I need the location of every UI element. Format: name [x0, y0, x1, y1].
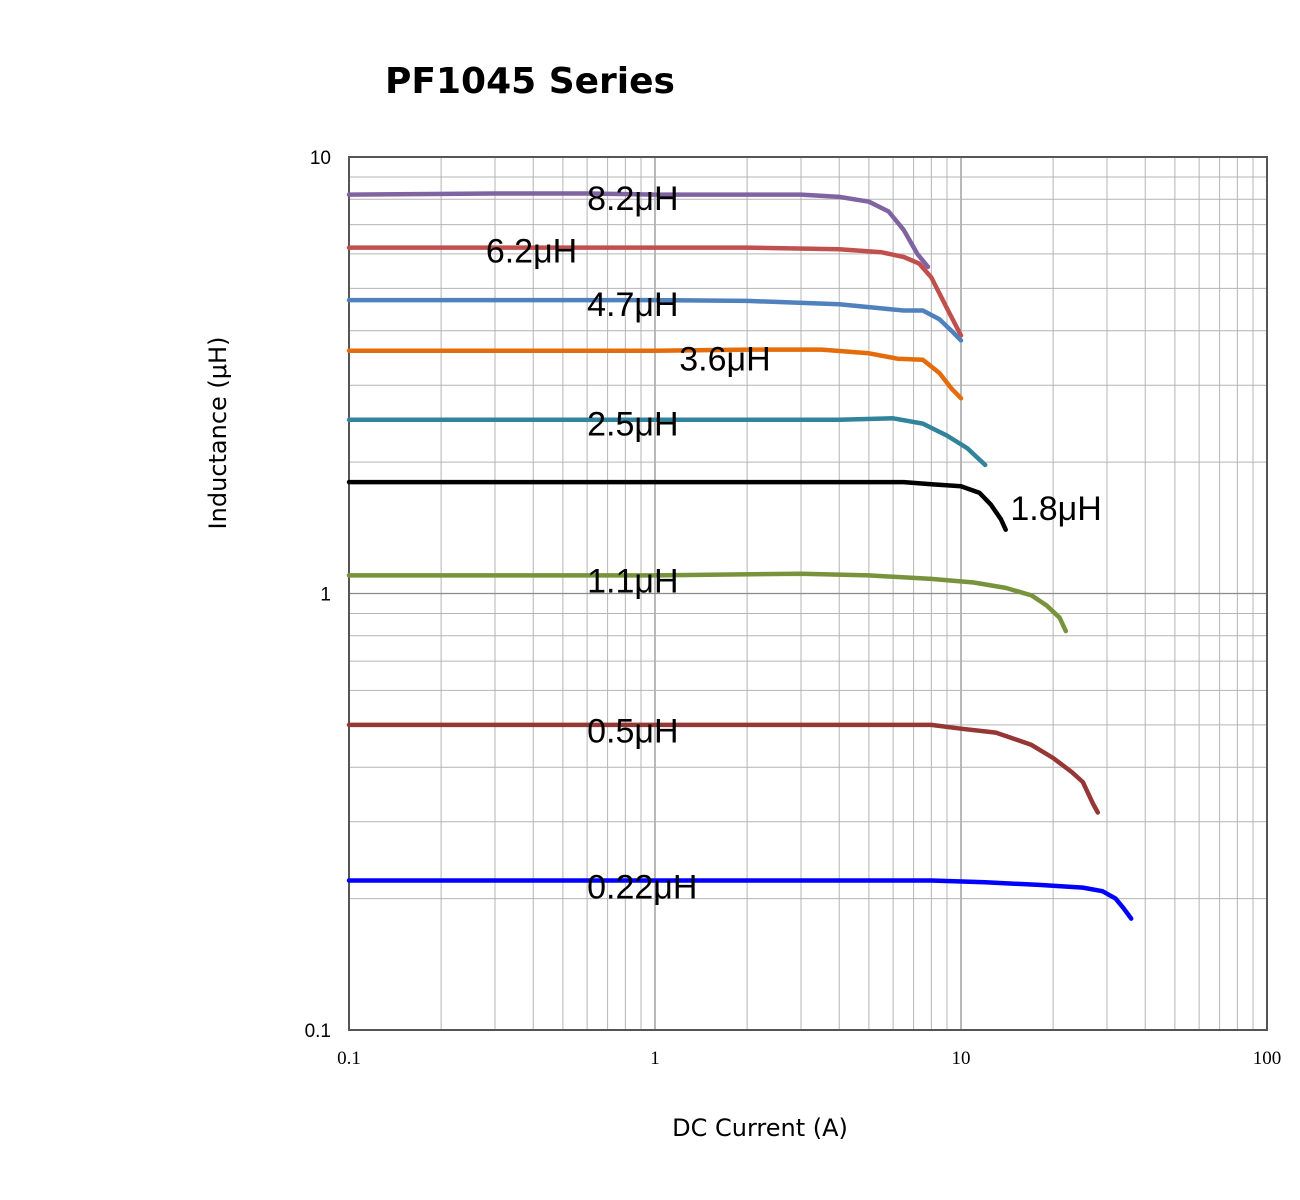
y-tick-label: 0.1 [305, 1021, 331, 1042]
x-tick-label: 100 [1253, 1048, 1282, 1069]
x-tick-label: 0.1 [337, 1048, 361, 1069]
series-label: 3.6μH [679, 341, 770, 379]
series-label: 0.5μH [587, 713, 678, 751]
series-label: 1.8μH [1010, 490, 1101, 528]
series-label: 0.22μH [587, 869, 697, 907]
series-label: 6.2μH [486, 233, 577, 271]
series-line-1-8-H [346, 479, 1008, 532]
series-curves [346, 191, 1134, 921]
y-tick-labels: 0.1 1 10 [305, 148, 331, 1042]
series-line-3-6-H [346, 347, 964, 401]
x-tick-labels: 0.1 1 10 100 [337, 1048, 1281, 1069]
x-tick-label: 1 [650, 1048, 660, 1069]
grid [349, 157, 1267, 1030]
plot-frame [348, 156, 1268, 1031]
series-line-0-5-H [346, 722, 1101, 815]
y-tick-label: 1 [320, 585, 331, 606]
series-line-4-7-H [346, 297, 964, 343]
series-label: 4.7μH [587, 286, 678, 324]
series-line-2-5-H [346, 416, 988, 468]
chart-title: PF1045 Series [385, 61, 675, 102]
series-line-6-2-H [346, 245, 964, 338]
series-line-8-2-H [346, 191, 931, 270]
series-line-0-22-H [346, 878, 1134, 921]
series-line-1-1-H [346, 571, 1069, 634]
x-axis-label: DC Current (A) [672, 1114, 848, 1142]
series-label: 1.1μH [587, 563, 678, 601]
x-tick-label: 10 [952, 1048, 971, 1069]
series-label: 2.5μH [587, 406, 678, 444]
series-label: 8.2μH [587, 180, 678, 218]
y-axis-label: Inductance (μH) [204, 337, 232, 530]
y-tick-label: 10 [310, 148, 331, 169]
